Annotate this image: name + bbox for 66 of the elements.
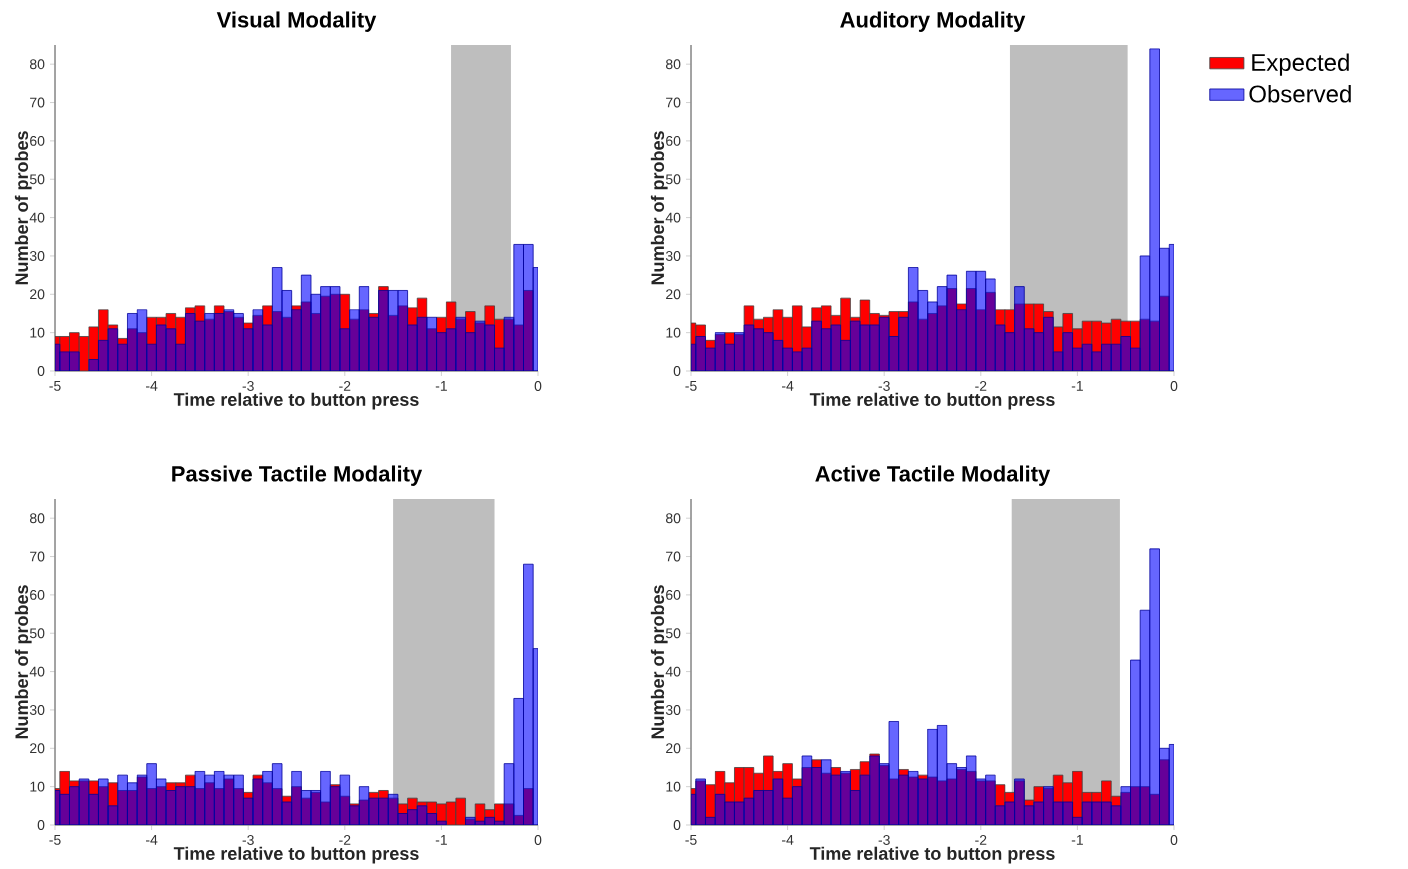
- x-tick-label: -1: [1071, 835, 1083, 845]
- y-tick-label: 20: [30, 743, 45, 754]
- x-tick-label: -4: [146, 835, 158, 845]
- x-tick-label: -3: [878, 381, 890, 391]
- y-tick-label: 50: [665, 628, 681, 639]
- x-tick-label: -2: [339, 835, 351, 845]
- x-tick-label: 0: [534, 835, 542, 845]
- x-tick-label: -5: [49, 835, 61, 845]
- legend-label: Expected: [1252, 53, 1349, 76]
- x-tick-label: -4: [782, 835, 794, 845]
- x-tick-label: -1: [435, 835, 447, 845]
- y-tick-label: 30: [29, 705, 45, 715]
- y-tick-label: 60: [30, 589, 45, 600]
- x-tick-label: 0: [1170, 835, 1178, 845]
- y-tick-label: 70: [666, 551, 681, 562]
- y-tick-label: 20: [30, 289, 45, 300]
- y-tick-label: 0: [673, 820, 681, 830]
- x-axis-title: Time relative to button press: [809, 846, 1055, 864]
- y-tick-label: 60: [30, 135, 45, 146]
- y-tick-label: 10: [666, 781, 681, 792]
- y-tick-label: 80: [665, 513, 681, 524]
- x-tick-label: 0: [534, 381, 542, 391]
- y-tick-label: 50: [29, 628, 45, 639]
- y-tick-label: 70: [30, 97, 45, 108]
- x-axis-title: Time relative to button press: [809, 392, 1055, 410]
- y-tick-label: 70: [666, 97, 681, 108]
- x-axis-title: Time relative to button press: [173, 846, 419, 864]
- y-tick-label: 80: [29, 59, 45, 70]
- y-tick-label: 10: [30, 781, 45, 792]
- x-tick-label: -2: [339, 381, 351, 391]
- chart-title: Auditory Modality: [840, 11, 1026, 32]
- legend-label: Observed: [1249, 84, 1351, 103]
- x-tick-label: -4: [146, 381, 158, 391]
- chart-title: Passive Tactile Modality: [172, 465, 423, 486]
- y-tick-label: 70: [30, 551, 45, 562]
- y-tick-label: 20: [666, 289, 681, 300]
- y-tick-label: 80: [29, 513, 45, 524]
- y-tick-label: 30: [665, 251, 681, 261]
- y-tick-label: 30: [29, 251, 45, 261]
- x-tick-label: -3: [878, 835, 890, 845]
- x-tick-label: -3: [242, 381, 254, 391]
- x-tick-label: -5: [49, 381, 61, 391]
- x-tick-label: 0: [1170, 381, 1178, 391]
- chart-title: Visual Modality: [216, 11, 377, 32]
- y-tick-label: 0: [673, 366, 681, 376]
- x-tick-label: -2: [975, 835, 987, 845]
- x-tick-label: -5: [685, 835, 697, 845]
- x-tick-label: -2: [975, 381, 987, 391]
- y-tick-label: 50: [665, 174, 681, 185]
- x-tick-label: -1: [1071, 381, 1083, 391]
- y-tick-label: 10: [30, 327, 45, 338]
- y-tick-label: 30: [665, 705, 681, 715]
- y-tick-label: 60: [666, 135, 681, 146]
- x-tick-label: -5: [685, 381, 697, 391]
- y-tick-label: 0: [37, 366, 45, 376]
- y-tick-label: 20: [666, 743, 681, 754]
- y-tick-label: 0: [37, 820, 45, 830]
- x-tick-label: -3: [242, 835, 254, 845]
- y-tick-label: 50: [29, 174, 45, 185]
- x-axis-title: Time relative to button press: [173, 392, 419, 410]
- chart-title: Active Tactile Modality: [815, 465, 1051, 486]
- y-tick-label: 10: [666, 327, 681, 338]
- y-tick-label: 60: [666, 589, 681, 600]
- y-tick-label: 80: [665, 59, 681, 70]
- x-tick-label: -4: [782, 381, 794, 391]
- x-tick-label: -1: [435, 381, 447, 391]
